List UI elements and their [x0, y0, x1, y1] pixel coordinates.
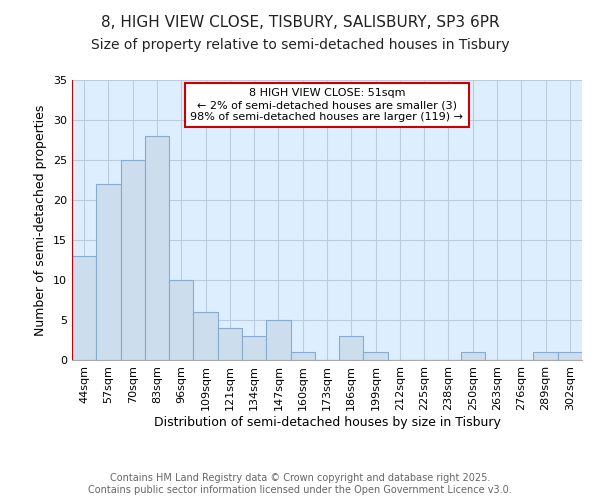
Bar [121, 160, 145, 360]
Text: Contains HM Land Registry data © Crown copyright and database right 2025.
Contai: Contains HM Land Registry data © Crown c… [88, 474, 512, 495]
Y-axis label: Number of semi-detached properties: Number of semi-detached properties [34, 104, 47, 336]
Bar [533, 352, 558, 360]
Bar [290, 352, 315, 360]
Bar [96, 184, 121, 360]
Bar [169, 280, 193, 360]
Bar [461, 352, 485, 360]
Bar [364, 352, 388, 360]
Text: 8, HIGH VIEW CLOSE, TISBURY, SALISBURY, SP3 6PR: 8, HIGH VIEW CLOSE, TISBURY, SALISBURY, … [101, 15, 499, 30]
Text: Size of property relative to semi-detached houses in Tisbury: Size of property relative to semi-detach… [91, 38, 509, 52]
Bar [242, 336, 266, 360]
X-axis label: Distribution of semi-detached houses by size in Tisbury: Distribution of semi-detached houses by … [154, 416, 500, 428]
Bar [218, 328, 242, 360]
Bar [558, 352, 582, 360]
Bar [193, 312, 218, 360]
Bar [145, 136, 169, 360]
Bar [339, 336, 364, 360]
Bar [72, 256, 96, 360]
Text: 8 HIGH VIEW CLOSE: 51sqm
← 2% of semi-detached houses are smaller (3)
98% of sem: 8 HIGH VIEW CLOSE: 51sqm ← 2% of semi-de… [191, 88, 464, 122]
Bar [266, 320, 290, 360]
